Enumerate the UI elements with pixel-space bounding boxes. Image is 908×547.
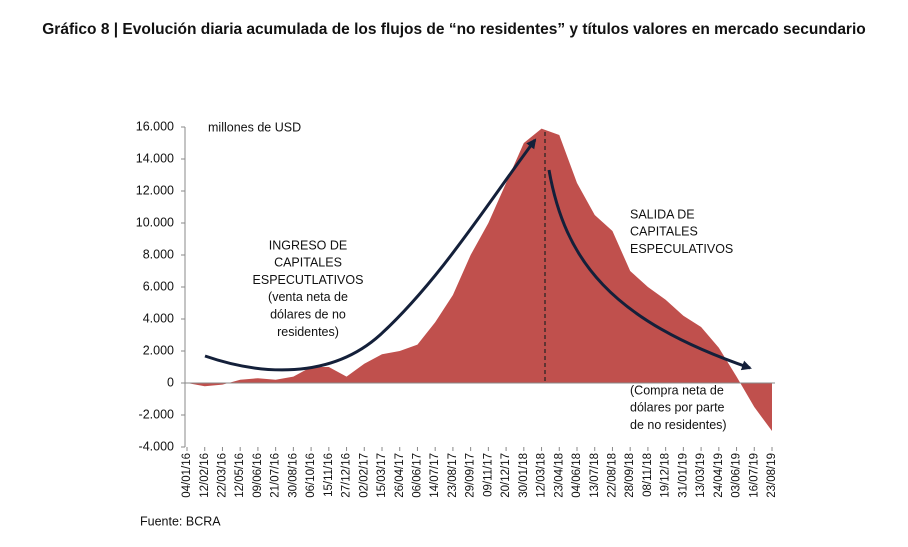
arrow-out: [547, 169, 752, 371]
x-tick-label: 23/04/18: [553, 453, 565, 498]
arrow-in: [204, 138, 537, 372]
source: Fuente: BCRA: [140, 514, 221, 528]
x-tick-label: 12/05/16: [234, 453, 246, 498]
annotation: residentes): [277, 325, 339, 339]
x-tick-label: 30/01/18: [518, 453, 530, 498]
x-tick-label: 28/09/18: [624, 453, 636, 498]
x-tick-label: 21/07/16: [270, 453, 282, 498]
x-tick-label: 06/10/16: [305, 453, 317, 498]
annotation: de no residentes): [630, 418, 727, 432]
y-tick-label: 10.000: [136, 215, 174, 229]
x-tick-label: 16/07/19: [748, 453, 760, 498]
x-tick-label: 02/02/17: [358, 453, 370, 498]
annotation: dólares de no: [270, 307, 346, 321]
x-tick-label: 13/07/18: [589, 453, 601, 498]
title-box: Gráfico 8 | Evolución diaria acumulada d…: [0, 20, 908, 40]
x-tick-label: 27/12/16: [341, 453, 353, 498]
x-tick-label: 09/06/16: [252, 453, 264, 498]
x-tick-label: 12/02/16: [199, 453, 211, 498]
x-tick-label: 12/03/18: [536, 453, 548, 498]
y-tick-label: 12.000: [136, 183, 174, 197]
x-tick-label: 30/08/16: [287, 453, 299, 498]
y-tick-label: 4.000: [143, 311, 174, 325]
x-tick-label: 09/11/17: [482, 453, 494, 497]
annotation: (Compra neta de: [630, 383, 724, 397]
x-tick-label: 14/07/17: [429, 453, 441, 498]
chart-title: Gráfico 8 | Evolución diaria acumulada d…: [42, 21, 866, 38]
y-tick-label: -4.000: [139, 439, 174, 453]
annotation: (venta neta de: [268, 290, 348, 304]
x-tick-label: 13/03/19: [695, 453, 707, 498]
y-tick-label: 6.000: [143, 279, 174, 293]
annotation: CAPITALES: [274, 256, 342, 270]
x-tick-label: 04/06/18: [571, 453, 583, 498]
y-tick-label: -2.000: [139, 407, 174, 421]
x-tick-label: 22/03/16: [216, 453, 228, 498]
x-tick-label: 20/12/17: [500, 453, 512, 498]
annotation: INGRESO DE: [269, 238, 348, 252]
x-tick-label: 15/03/17: [376, 453, 388, 498]
plot: 16.000 14.000 12.000 10.000 8.000 6.000 4.000 2…: [136, 119, 778, 497]
annotation: ESPECULATIVOS: [630, 242, 733, 256]
y-tick-label: 8.000: [143, 247, 174, 261]
x-tick-label: 29/09/17: [465, 453, 477, 498]
y-tick-label: 14.000: [136, 151, 174, 165]
y-tick-label: 2.000: [143, 343, 174, 357]
x-tick-label: 06/06/17: [411, 453, 423, 498]
x-tick-label: 19/12/18: [660, 453, 672, 498]
annotation: SALIDA DE: [630, 207, 695, 221]
x-tick-label: 26/04/17: [394, 453, 406, 498]
x-tick-label: 23/08/17: [447, 453, 459, 498]
x-tick-label: 15/11/16: [323, 453, 335, 497]
y-axis-label: millones de USD: [208, 120, 301, 134]
x-tick-label: 31/01/19: [677, 453, 689, 498]
x-tick-label: 23/08/19: [766, 453, 778, 498]
x-tick-label: 04/01/16: [181, 453, 193, 498]
x-tick-label: 08/11/18: [642, 453, 654, 497]
y-tick-label: 0: [167, 375, 174, 389]
annotation: CAPITALES: [630, 225, 698, 239]
x-tick-label: 22/08/18: [606, 453, 618, 498]
annotation: dólares por parte: [630, 401, 725, 415]
y-tick-label: 16.000: [136, 119, 174, 133]
x-tick-label: 24/04/19: [713, 453, 725, 498]
x-tick-label: 03/06/19: [731, 453, 743, 498]
area: [187, 128, 772, 431]
annotation: ESPECUTLATIVOS: [253, 273, 364, 287]
